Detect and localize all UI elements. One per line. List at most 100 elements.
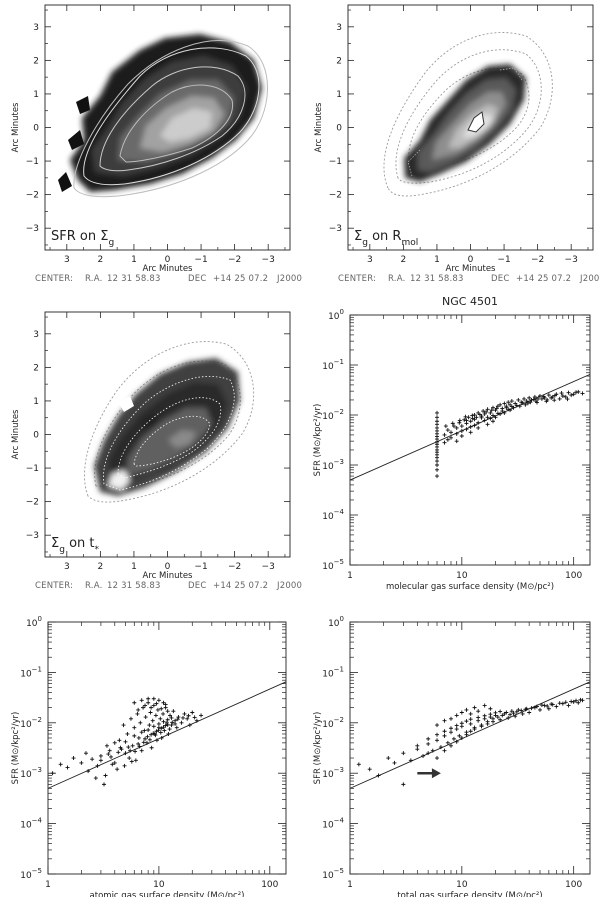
- y-tick-exponent: 0: [340, 615, 344, 623]
- data-point: [386, 756, 391, 761]
- x-axis-label: molecular gas surface density (M⊙/pc²): [386, 582, 554, 592]
- x-tick-label: 3: [64, 255, 70, 265]
- map-image: [58, 34, 268, 198]
- center-label: CENTER:: [35, 581, 73, 591]
- y-axis-label: SFR (M⊙/kpc²/yr): [313, 404, 323, 477]
- y-tick-label: 10−3: [322, 458, 344, 472]
- y-tick-label: 10−1: [20, 665, 42, 679]
- data-point: [435, 467, 440, 472]
- data-point: [442, 729, 447, 734]
- data-point: [435, 410, 440, 415]
- epoch-value: J2000: [276, 581, 302, 591]
- data-point: [181, 715, 186, 720]
- data-point: [158, 716, 163, 721]
- data-point: [493, 415, 498, 420]
- data-point: [565, 397, 570, 402]
- data-point: [528, 400, 533, 405]
- x-tick-label: −1: [194, 562, 207, 572]
- x-tick-label: 10: [456, 880, 468, 890]
- fit-line: [349, 681, 591, 789]
- data-point: [513, 714, 518, 719]
- data-point: [479, 415, 484, 420]
- data-point: [163, 702, 168, 707]
- data-point: [435, 459, 440, 464]
- data-point: [493, 710, 498, 715]
- data-point: [435, 455, 440, 460]
- data-point: [143, 736, 148, 741]
- data-point: [159, 726, 164, 731]
- dec-value: +14 25 07.2: [213, 581, 268, 591]
- data-point: [435, 474, 440, 479]
- data-point: [566, 703, 571, 708]
- map-image: [84, 341, 255, 503]
- y-tick-exponent: −3: [334, 458, 344, 466]
- data-point: [454, 439, 459, 444]
- panel-label-text: Σ: [51, 536, 59, 551]
- x-tick-label: 1: [131, 255, 137, 265]
- data-point: [132, 725, 137, 730]
- data-point: [79, 760, 84, 765]
- data-point: [500, 713, 505, 718]
- data-point: [116, 750, 121, 755]
- data-point: [115, 767, 120, 772]
- data-point: [520, 711, 525, 716]
- data-point: [519, 708, 524, 713]
- x-tick-label: −3: [262, 562, 275, 572]
- dec-label: DEC: [188, 274, 206, 284]
- data-point: [454, 727, 459, 732]
- y-tick-label: 2: [336, 56, 342, 66]
- y-tick-label: 10−5: [322, 558, 344, 572]
- data-point: [448, 730, 453, 735]
- data-point: [472, 705, 477, 710]
- data-point: [445, 428, 450, 433]
- data-point: [141, 740, 146, 745]
- data-point: [464, 719, 469, 724]
- data-point: [542, 703, 547, 708]
- data-point: [451, 736, 456, 741]
- data-point: [187, 723, 192, 728]
- x-tick-label: 1: [347, 571, 353, 581]
- y-tick-exponent: −4: [32, 817, 43, 825]
- data-point: [142, 728, 147, 733]
- data-point: [534, 400, 539, 405]
- data-point: [139, 730, 144, 735]
- data-point: [171, 709, 176, 714]
- data-point: [376, 773, 381, 778]
- ra-label: R.A.: [388, 274, 405, 284]
- panel-label-subscript: g: [362, 238, 368, 248]
- data-point: [83, 751, 88, 756]
- data-point: [457, 418, 462, 423]
- data-point: [435, 415, 440, 420]
- data-point: [489, 408, 494, 413]
- center-label: CENTER:: [35, 274, 73, 284]
- plot-frame: [349, 314, 591, 566]
- data-point: [139, 698, 144, 703]
- data-point: [161, 725, 166, 730]
- data-point: [539, 703, 544, 708]
- data-point: [545, 704, 550, 709]
- data-point: [435, 723, 440, 728]
- data-point: [457, 420, 462, 425]
- x-tick-label: −2: [228, 255, 241, 265]
- data-point: [524, 399, 529, 404]
- data-point: [435, 738, 440, 743]
- panel-label-subscript: g: [59, 545, 65, 555]
- data-point: [50, 771, 55, 776]
- y-tick-label: 10−4: [322, 508, 344, 522]
- data-point: [472, 417, 477, 422]
- data-point: [544, 399, 549, 404]
- data-point: [93, 776, 98, 781]
- data-point: [520, 400, 525, 405]
- data-point: [122, 763, 127, 768]
- data-point: [426, 751, 431, 756]
- data-point: [136, 741, 141, 746]
- ra-value: 12 31 58.83: [107, 581, 161, 591]
- data-point: [511, 711, 516, 716]
- data-point: [136, 735, 141, 740]
- data-point: [162, 728, 167, 733]
- data-point: [199, 713, 204, 718]
- data-point: [156, 698, 161, 703]
- ra-label: R.A.: [85, 581, 102, 591]
- data-point: [468, 729, 473, 734]
- data-point: [576, 700, 581, 705]
